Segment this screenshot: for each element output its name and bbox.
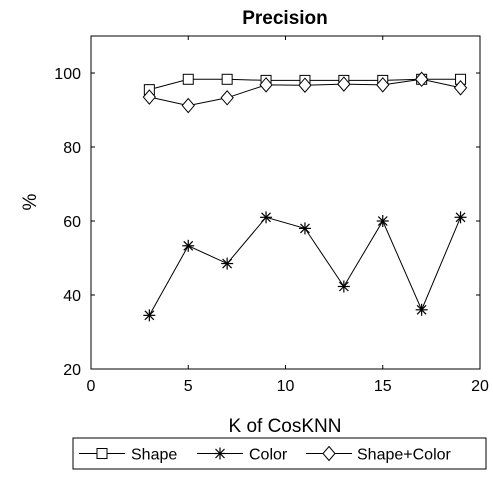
diamond-marker (142, 89, 157, 105)
asterisk-marker (260, 211, 273, 224)
diamond-marker (259, 77, 273, 93)
square-marker (96, 448, 108, 459)
diamond-marker (220, 90, 234, 106)
asterisk-marker (143, 309, 156, 322)
diamond-marker (181, 97, 195, 114)
legend-box (72, 437, 487, 470)
asterisk-marker (376, 215, 389, 227)
legend-item: Color (197, 447, 288, 464)
asterisk-marker (298, 222, 311, 235)
asterisk-marker (454, 211, 467, 224)
legend-label: Color (249, 447, 288, 464)
diamond-marker (322, 445, 336, 462)
x-tick-label: 20 (471, 378, 489, 395)
y-axis-label: % (20, 193, 41, 210)
asterisk-marker (415, 303, 428, 316)
x-tick-label: 0 (87, 378, 96, 395)
y-tick-label: 100 (54, 66, 81, 83)
asterisk-marker (221, 257, 234, 270)
square-marker (221, 73, 233, 85)
y-tick-label: 60 (63, 214, 81, 231)
series-color (143, 211, 467, 322)
diamond-marker (337, 76, 351, 92)
legend-item: Shape (79, 447, 177, 464)
diamond-marker (298, 77, 312, 93)
y-tick-label: 20 (63, 362, 81, 379)
legend-label: Shape+Color (357, 447, 452, 464)
legend: Shape Color Shape+Color (72, 437, 487, 470)
x-axis-label: K of CosKNN (229, 416, 342, 437)
y-tick-label: 40 (63, 288, 81, 305)
diamond-marker (414, 71, 429, 88)
asterisk-marker (337, 280, 350, 293)
diamond-marker (376, 77, 390, 93)
y-tick-label: 80 (63, 140, 81, 157)
asterisk-marker (214, 447, 226, 460)
y-axis: 20 40 60 80 100 (54, 66, 480, 379)
x-tick-label: 10 (277, 378, 295, 395)
series-shape-color (142, 71, 468, 114)
x-axis: 0 5 10 15 20 (87, 36, 489, 395)
diamond-marker (453, 80, 468, 96)
square-marker (182, 73, 194, 85)
legend-item: Shape+Color (306, 445, 452, 464)
asterisk-marker (182, 239, 195, 252)
chart-title: Precision (242, 8, 328, 29)
series-layer (142, 71, 468, 322)
x-tick-label: 5 (184, 378, 193, 395)
legend-label: Shape (131, 447, 177, 464)
x-tick-label: 15 (374, 378, 392, 395)
